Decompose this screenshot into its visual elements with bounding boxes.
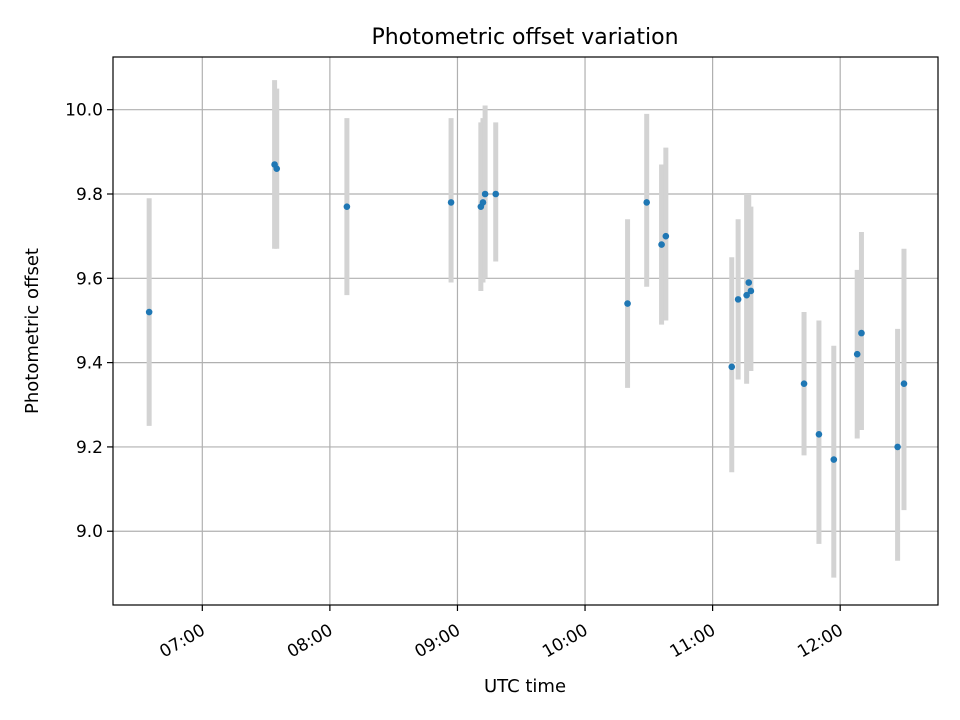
data-point (145, 308, 153, 316)
x-axis-ticks: 07:00 08:00 09:00 10:00 11:00 12:00 (156, 605, 847, 662)
data-point (900, 380, 908, 387)
y-tick-label: 9.4 (76, 354, 103, 374)
x-tick-label: 12:00 (794, 620, 846, 662)
data-point (662, 232, 670, 240)
y-tick-label: 9.8 (76, 185, 103, 205)
data-point (728, 363, 736, 371)
data-point (830, 456, 838, 463)
x-tick-label: 10:00 (539, 620, 591, 662)
data-point (481, 190, 489, 198)
data-point (853, 350, 861, 358)
y-tick-label: 9.6 (76, 269, 103, 289)
data-point (273, 165, 281, 173)
data-point (479, 199, 487, 206)
y-axis-label: Photometric offset (22, 248, 43, 414)
chart-title: Photometric offset variation (371, 25, 678, 50)
data-point (747, 287, 755, 295)
x-tick-label: 08:00 (284, 620, 336, 662)
x-tick-label: 11:00 (667, 620, 719, 662)
y-axis-ticks: 9.0 9.2 9.4 9.6 9.8 10.0 (65, 101, 113, 542)
data-point (643, 199, 650, 206)
data-point (894, 443, 901, 451)
data-point (745, 279, 753, 286)
data-point (658, 241, 665, 248)
x-tick-label: 07:00 (156, 620, 208, 662)
data-point (734, 296, 742, 303)
data-point (815, 430, 823, 438)
data-point (743, 291, 750, 299)
x-tick-label: 09:00 (412, 620, 464, 662)
x-axis-label: UTC time (484, 676, 566, 697)
data-point (800, 380, 808, 387)
error-bars (146, 80, 907, 578)
grid (113, 57, 938, 605)
data-point (858, 329, 865, 337)
data-point (492, 190, 500, 198)
data-point (343, 203, 351, 210)
data-point (624, 300, 631, 307)
y-tick-label: 9.2 (76, 438, 103, 458)
y-tick-label: 10.0 (65, 101, 103, 121)
data-points (145, 161, 908, 463)
plot-frame (112, 56, 939, 606)
data-point (447, 199, 455, 206)
y-tick-label: 9.0 (76, 522, 103, 542)
